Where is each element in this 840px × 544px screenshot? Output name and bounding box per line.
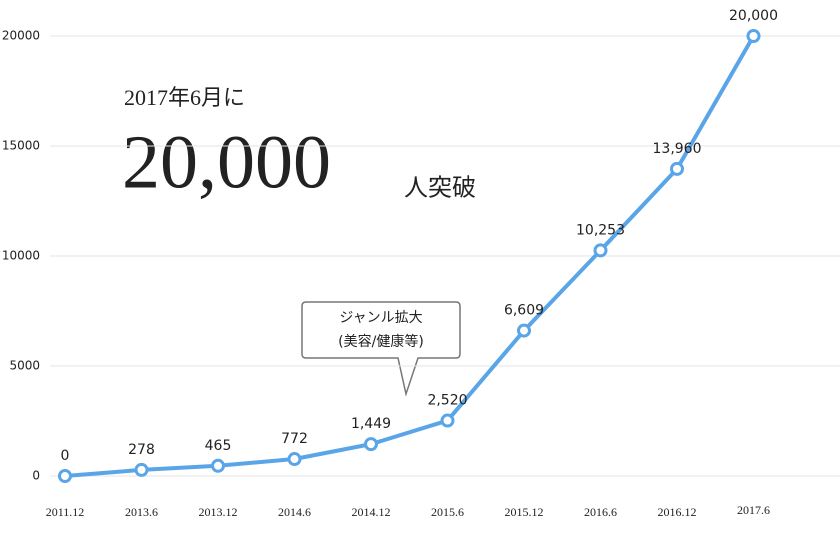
data-label: 10,253 (576, 222, 625, 238)
headline-suffix: 人突破 (404, 175, 476, 202)
x-tick-label: 2013.12 (199, 505, 238, 519)
y-tick-label: 10000 (2, 249, 40, 263)
marker (670, 161, 684, 176)
marker (364, 437, 378, 452)
data-label: 2,520 (427, 393, 467, 409)
data-label: 0 (61, 448, 70, 464)
headline-lead: 2017年6月に (124, 85, 245, 110)
callout-box (301, 301, 461, 397)
data-label: 465 (205, 438, 232, 454)
x-tick-label: 2016.6 (584, 505, 617, 519)
x-tick-label: 2015.6 (431, 505, 464, 519)
data-label: 772 (281, 431, 308, 447)
y-tick-label: 5000 (9, 359, 40, 373)
y-tick-label: 15000 (2, 139, 40, 153)
data-label: 13,960 (653, 141, 702, 157)
data-label: 278 (128, 442, 155, 458)
marker (517, 323, 531, 338)
x-tick-label: 2017.6 (737, 503, 770, 517)
headline-number: 20,000 (122, 120, 331, 204)
marker (440, 413, 455, 428)
marker (593, 243, 608, 258)
x-tick-label: 2016.12 (658, 505, 697, 519)
data-label: 6,609 (504, 303, 544, 319)
callout-line: ジャンル拡大 (339, 310, 422, 326)
x-tick-label: 2013.6 (125, 505, 158, 519)
line (64, 35, 756, 478)
x-tick-label: 2011.12 (46, 505, 85, 519)
x-tick-label: 2014.6 (278, 505, 311, 519)
marker (211, 458, 225, 473)
marker (287, 452, 302, 467)
callout-line: (美容/健康等) (338, 333, 424, 350)
data-label: 20,000 (729, 8, 778, 24)
y-tick-label: 20000 (2, 29, 40, 43)
x-tick-label: 2014.12 (352, 505, 391, 519)
x-tick-label: 2015.12 (505, 505, 544, 519)
marker (58, 469, 72, 483)
marker (134, 462, 149, 477)
data-label: 1,449 (351, 416, 391, 432)
y-tick-label: 0 (32, 469, 40, 483)
marker (746, 29, 761, 43)
